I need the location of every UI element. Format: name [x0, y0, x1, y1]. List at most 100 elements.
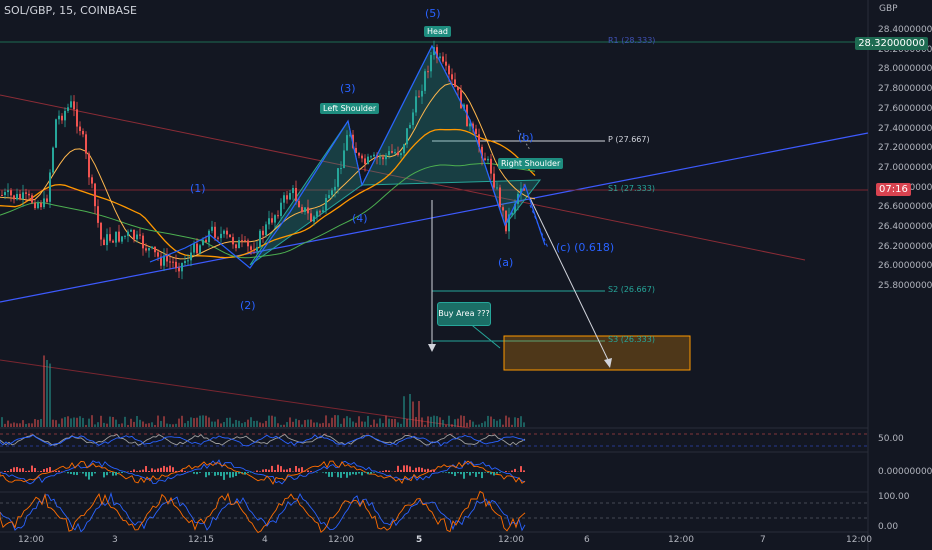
macd-histogram-bar [82, 472, 84, 474]
candle-body [346, 135, 348, 151]
volume-bar [493, 419, 495, 427]
candle-body [25, 192, 27, 194]
volume-bar [127, 424, 129, 427]
volume-bar [172, 424, 174, 427]
macd-histogram-bar [259, 471, 261, 472]
macd-histogram-bar [418, 467, 420, 472]
left-shoulder-label[interactable]: Left Shoulder [320, 103, 380, 114]
volume-bar [205, 415, 207, 427]
time-axis-label: 12:00 [328, 535, 354, 545]
macd-histogram-bar [361, 472, 363, 476]
macd-histogram-bar [121, 472, 123, 474]
candle-body [241, 240, 243, 242]
candle-body [337, 168, 339, 187]
volume-bar [139, 419, 141, 427]
candle-body [187, 260, 189, 262]
volume-bar [97, 422, 99, 427]
candle-body [373, 154, 375, 157]
macd-histogram-bar [346, 472, 348, 478]
candle-body [64, 110, 66, 121]
macd-histogram-bar [91, 472, 93, 477]
macd-histogram-bar [16, 466, 18, 472]
wave-1-label[interactable]: (1) [190, 182, 206, 195]
candle-body [145, 248, 147, 251]
volume-bar [358, 416, 360, 427]
macd-histogram-bar [325, 472, 327, 474]
candle-body [358, 152, 360, 156]
candle-body [112, 240, 114, 243]
candle-body [184, 261, 186, 263]
macd-histogram-bar [409, 466, 411, 472]
macd-histogram-bar [349, 472, 351, 476]
buy-area-callout[interactable]: Buy Area ??? [437, 302, 491, 326]
candle-body [37, 202, 39, 209]
volume-bar [115, 419, 117, 427]
macd-histogram-bar [511, 470, 513, 472]
volume-bar [283, 424, 285, 427]
support-trendline[interactable] [0, 132, 869, 303]
candle-body [76, 109, 78, 127]
time-axis-label: 12:00 [498, 535, 524, 545]
volume-bar [406, 419, 408, 427]
volume-bar [34, 419, 36, 427]
symbol-title[interactable]: SOL/GBP, 15, COINBASE [4, 4, 137, 17]
buy-zone-rect[interactable] [503, 335, 691, 371]
volume-bar [106, 423, 108, 427]
wave-4-label[interactable]: (4) [352, 212, 368, 225]
macd-histogram-bar [493, 472, 495, 476]
macd-histogram-bar [421, 467, 423, 472]
candle-body [232, 237, 234, 245]
time-axis[interactable]: 12:00 3 12:15 4 12:00 5 12:00 6 12:00 7 12:00 [0, 532, 872, 550]
right-shoulder-label[interactable]: Right Shoulder [498, 158, 564, 169]
macd-histogram-bar [322, 472, 324, 473]
macd-histogram-bar [118, 472, 120, 473]
wave-c-label[interactable]: (c) (0.618) [556, 241, 615, 254]
volume-bar [385, 415, 387, 427]
candle-body [244, 240, 246, 242]
volume-bar [274, 416, 276, 427]
price-axis-label: 26.60000000 [878, 202, 932, 213]
macd-histogram-bar [70, 472, 72, 475]
macd-histogram-bar [157, 468, 159, 472]
indicator-line [0, 459, 526, 485]
candle-body [46, 198, 48, 202]
moving-average-line[interactable] [0, 162, 536, 259]
volume-bar [445, 424, 447, 427]
macd-histogram-bar [403, 465, 405, 472]
lower-channel-line[interactable] [0, 359, 471, 429]
candle-body [430, 55, 432, 72]
wave-3-label[interactable]: (3) [340, 82, 356, 95]
wave-5-label[interactable]: (5) [425, 7, 441, 20]
candle-body [412, 112, 414, 126]
volume-bar [169, 424, 171, 427]
elliott-wave-line[interactable] [149, 44, 546, 269]
volume-bar [40, 418, 42, 427]
macd-histogram-bar [445, 472, 447, 473]
macd-histogram-bar [178, 471, 180, 472]
volume-bar [379, 418, 381, 427]
volume-bar [253, 420, 255, 427]
macd-histogram-bar [172, 467, 174, 472]
wave-b-label[interactable]: (b) [518, 131, 534, 144]
projection-arrow[interactable] [529, 197, 611, 365]
head-label[interactable]: Head [424, 26, 451, 37]
resistance-trendline[interactable] [0, 94, 806, 261]
volume-bar [7, 420, 9, 427]
candle-body [52, 147, 54, 173]
macd-histogram-bar [430, 469, 432, 472]
candle-body [142, 235, 144, 249]
candle-body [457, 86, 459, 91]
wave-2-label[interactable]: (2) [240, 299, 256, 312]
volume-bar [346, 416, 348, 427]
candle-body [19, 193, 21, 200]
volume-bar [235, 419, 237, 427]
candle-body [406, 128, 408, 145]
volume-bar [298, 420, 300, 427]
volume-bar [508, 417, 510, 427]
volume-bar [61, 418, 63, 427]
macd-histogram-bar [355, 472, 357, 475]
wave-a-label[interactable]: (a) [498, 256, 514, 269]
candle-body [427, 71, 429, 73]
